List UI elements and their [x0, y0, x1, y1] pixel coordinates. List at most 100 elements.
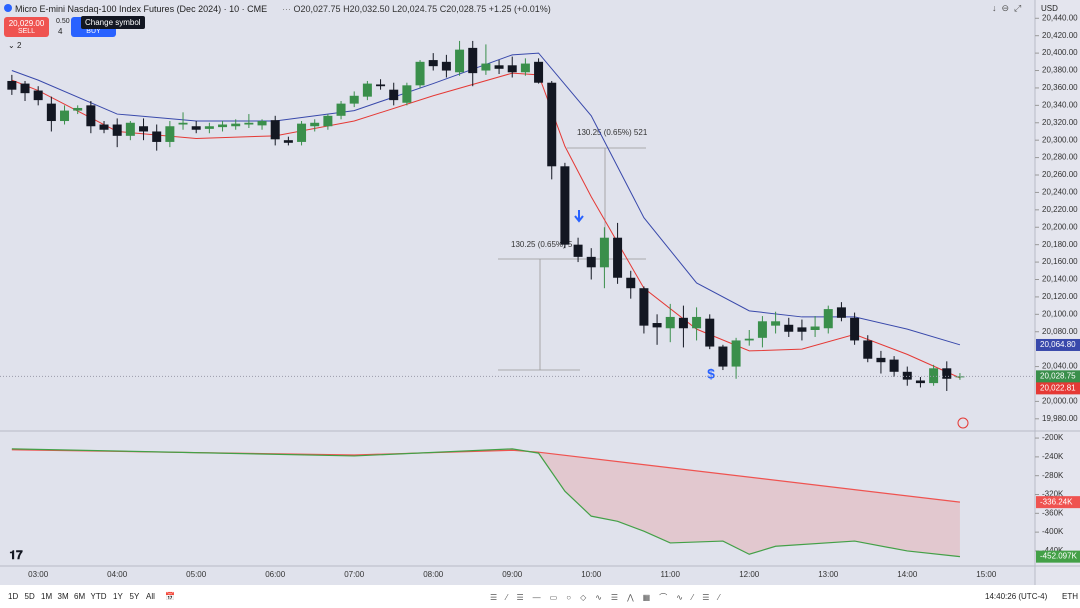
- y-tick-label: 20,240.00: [1042, 188, 1078, 197]
- candle-body: [139, 126, 149, 132]
- price-label-bg: [1036, 550, 1080, 563]
- range-button[interactable]: 5Y: [129, 592, 140, 601]
- candle-body: [99, 124, 109, 130]
- logo: 𝟏𝟕: [9, 548, 23, 562]
- x-tick-label: 05:00: [186, 570, 207, 579]
- candle-body: [586, 256, 596, 268]
- ohlc: ⋯ O20,027.75 H20,032.50 L20,024.75 C20,0…: [282, 4, 551, 14]
- candle-body: [481, 63, 491, 71]
- candle-body: [112, 124, 122, 136]
- y-tick-label: 20,260.00: [1042, 170, 1078, 179]
- symbol-title[interactable]: Micro E-mini Nasdaq-100 Index Futures (D…: [4, 4, 267, 14]
- indicators-toggle[interactable]: ⌄ 2: [8, 41, 22, 50]
- x-tick-label: 07:00: [344, 570, 365, 579]
- candle-body: [297, 123, 307, 142]
- y-tick-label: 20,400.00: [1042, 48, 1078, 57]
- header-icons[interactable]: ↓ ⊖ ⤢: [992, 3, 1022, 13]
- candle-body: [534, 61, 544, 83]
- calendar-icon[interactable]: 📅: [165, 592, 175, 601]
- clock: 14:40:26 (UTC-4): [985, 592, 1048, 601]
- y-tick-label: -320K: [1042, 490, 1064, 499]
- candle-body: [468, 47, 478, 74]
- candle-body: [902, 371, 912, 380]
- candle-body: [863, 340, 873, 359]
- candle-body: [231, 123, 241, 127]
- x-tick-label: 11:00: [661, 570, 681, 579]
- range-button[interactable]: 6M: [74, 592, 86, 601]
- ohlc-value: H20,032.50: [343, 4, 390, 14]
- bottom-toolbar: 1D 5D 1M 3M 6M YTD 1Y 5Y All 📅 ☰⁄☰―▭○◇∿☰⋀▦⌒∿⁄☰⁄ …: [0, 585, 1080, 608]
- measure-label: 130.25 (0.65%) 521: [577, 128, 648, 137]
- x-tick-label: 06:00: [265, 570, 286, 579]
- y-tick-label: -440K: [1042, 546, 1064, 555]
- cloud-fill: [11, 448, 960, 557]
- x-tick-label: 10:00: [581, 570, 602, 579]
- ohlc-change: +1.25 (+0.01%): [488, 4, 551, 14]
- candle-body: [46, 103, 56, 122]
- signal-arrow: [574, 210, 584, 223]
- candle-body: [665, 316, 675, 329]
- indicator-count: 2: [16, 41, 22, 50]
- y-tick-label: 20,380.00: [1042, 66, 1078, 75]
- alert-icon: [957, 417, 969, 429]
- candle-body: [283, 140, 293, 143]
- candle-body: [810, 326, 820, 330]
- candle-body: [942, 368, 952, 379]
- symbol[interactable]: Micro E-mini Nasdaq-100 Index Futures (D…: [15, 4, 268, 14]
- measure-tool: [498, 147, 646, 371]
- drawing-tools[interactable]: ☰⁄☰―▭○◇∿☰⋀▦⌒∿⁄☰⁄: [490, 593, 729, 602]
- candle-body: [836, 307, 846, 318]
- candle-body: [73, 107, 83, 111]
- candle-body: [744, 338, 754, 341]
- candle-body: [718, 346, 728, 367]
- y-tick-label: 20,040.00: [1042, 362, 1078, 371]
- currency[interactable]: USD: [1041, 4, 1058, 13]
- y-tick-label: 20,360.00: [1042, 83, 1078, 92]
- candle-body: [165, 126, 175, 142]
- candle-body: [573, 244, 583, 257]
- candle-body: [204, 126, 214, 129]
- spread: 0.50: [56, 18, 70, 25]
- ohlc-value: O20,027.75: [293, 4, 341, 14]
- range-button[interactable]: All: [146, 592, 155, 601]
- y-tick-label: 20,120.00: [1042, 292, 1078, 301]
- y-tick-label: 20,000.00: [1042, 397, 1078, 406]
- candle-body: [218, 124, 228, 128]
- y-tick-label: 20,160.00: [1042, 257, 1078, 266]
- range-button[interactable]: YTD: [90, 592, 107, 601]
- ohlc-value: C20,028.75: [439, 4, 487, 14]
- candle-body: [428, 60, 438, 67]
- y-tick-label: 20,440.00: [1042, 13, 1078, 22]
- sell-label: SELL: [17, 28, 36, 35]
- quantity[interactable]: 4: [58, 27, 63, 36]
- chart: 130.25 (0.65%) 521 130.25 (0.65%) 5 $ 𝟏𝟕…: [0, 0, 1080, 585]
- sell-button[interactable]: 20,029.00 SELL: [4, 17, 49, 37]
- y-tick-label: 20,340.00: [1042, 100, 1078, 109]
- candle-body: [823, 309, 833, 329]
- candle-body: [152, 131, 162, 142]
- range-button[interactable]: 1D: [8, 592, 19, 601]
- range-button[interactable]: 1M: [41, 592, 53, 601]
- range-button[interactable]: 1Y: [113, 592, 123, 601]
- x-tick-label: 14:00: [897, 570, 918, 579]
- candle-body: [678, 317, 688, 329]
- candle-body: [613, 237, 623, 278]
- candle-body: [599, 237, 609, 268]
- candle-body: [7, 80, 17, 90]
- y-tick-label: 20,220.00: [1042, 205, 1078, 214]
- y-tick-label: 20,280.00: [1042, 153, 1078, 162]
- y-tick-label: 20,180.00: [1042, 240, 1078, 249]
- ohlc-value: L20,024.75: [392, 4, 438, 14]
- candle-body: [876, 357, 886, 363]
- range-button[interactable]: 5D: [24, 592, 35, 601]
- y-tick-label: 20,100.00: [1042, 309, 1078, 318]
- candle-body: [244, 122, 254, 125]
- y-tick-label: 20,080.00: [1042, 327, 1078, 336]
- candle-body: [955, 376, 965, 378]
- y-tick-label: 19,980.00: [1042, 414, 1078, 423]
- candle-body: [86, 105, 96, 127]
- candle-body: [494, 65, 504, 69]
- range-button[interactable]: 3M: [57, 592, 69, 601]
- session[interactable]: ETH: [1062, 592, 1078, 601]
